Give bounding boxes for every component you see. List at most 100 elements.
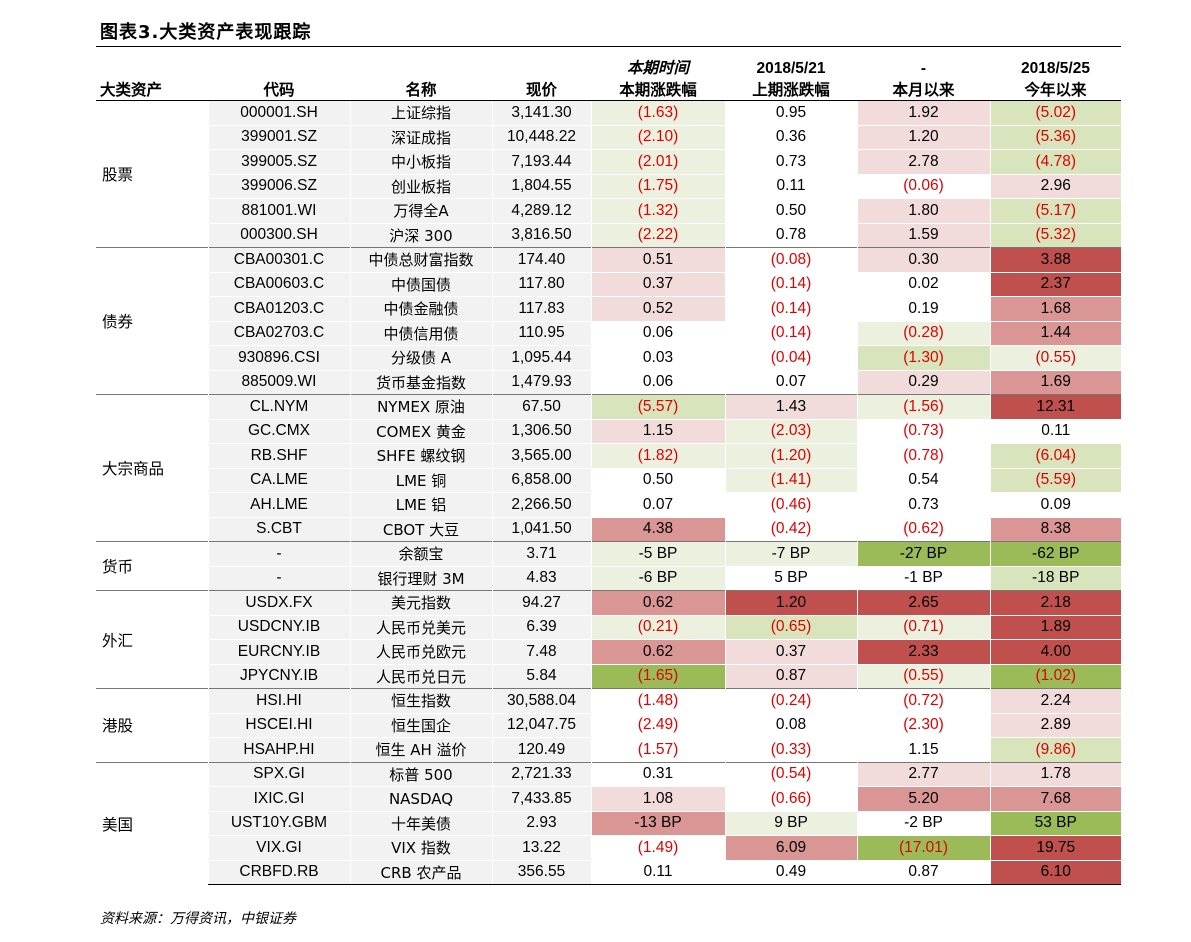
ticker-code: 399005.SZ [207, 149, 350, 174]
period-change-cell: 0.07 [590, 492, 725, 517]
prev-change-cell: 6.09 [724, 835, 857, 860]
ticker-code: JPYCNY.IB [207, 663, 350, 689]
prev-change-cell: (0.14) [724, 320, 857, 346]
table-row: CBA01203.C 中债金融债 117.83 0.52 (0.14) 0.19 1.68 [96, 296, 1121, 321]
ticker-code: - [207, 541, 350, 566]
current-price: 356.55 [491, 859, 591, 885]
ticker-code: 000300.SH [207, 222, 350, 248]
ytd-change-cell: (5.59) [989, 467, 1121, 493]
mtd-change-cell: 1.92 [856, 100, 990, 125]
prev-change-cell: (0.14) [724, 296, 857, 321]
mtd-change-cell: 0.19 [856, 296, 990, 321]
prev-change-cell: (0.33) [724, 737, 857, 762]
table-row: USDCNY.IB 人民币兑美元 6.39 (0.21) (0.65) (0.71) 1.8… [96, 614, 1121, 640]
col-header-period-change: 本期涨跌幅 [591, 78, 725, 101]
mtd-change-cell: (0.73) [856, 418, 990, 444]
prev-change-cell: (0.08) [724, 247, 857, 272]
table-row: AH.LME LME 铝 2,266.50 0.07 (0.46) 0.73 0.09 [96, 492, 1121, 517]
source-note: 资料来源：万得资讯，中银证券 [100, 911, 296, 927]
col-header-code: 代码 [208, 78, 350, 101]
asset-name: 人民币兑欧元 [349, 639, 492, 664]
ytd-change-cell: 12.31 [989, 394, 1121, 419]
mtd-change-cell: 1.80 [856, 198, 990, 223]
period-change-cell: (1.32) [590, 198, 725, 223]
header-row-dates: 本期时间 2018/5/21 - 2018/5/25 [96, 56, 1121, 78]
period-change-cell: 0.11 [590, 859, 725, 885]
header-period-label: 本期时间 [626, 59, 689, 77]
period-change-cell: 0.50 [590, 467, 725, 493]
asset-name: 恒生国企 [349, 712, 492, 738]
table-row: UST10Y.GBM 十年美债 2.93 -13 BP 9 BP -2 BP 53 BP [96, 810, 1121, 836]
current-price: 110.95 [491, 320, 591, 346]
asset-name: NYMEX 原油 [349, 394, 492, 419]
asset-name: 标普 500 [349, 761, 492, 787]
ytd-change-cell: (5.32) [989, 222, 1121, 248]
ytd-change-cell: 1.44 [989, 320, 1121, 346]
prev-change-cell: (0.24) [724, 688, 857, 713]
col-header-ytd: 今年以来 [990, 78, 1121, 101]
current-price: 1,095.44 [491, 345, 591, 370]
asset-name: LME 铝 [349, 492, 492, 517]
current-price: 3,141.30 [491, 100, 591, 125]
period-change-cell: 0.31 [590, 761, 725, 787]
asset-name: 货币基金指数 [349, 369, 492, 395]
period-change-cell: (1.63) [590, 100, 725, 125]
asset-name: COMEX 黄金 [349, 418, 492, 444]
ytd-change-cell: 2.24 [989, 688, 1121, 713]
ticker-code: 000001.SH [207, 100, 350, 125]
mtd-change-cell: 2.77 [856, 761, 990, 787]
period-change-cell: (1.65) [590, 663, 725, 689]
asset-name: 中债金融债 [349, 296, 492, 321]
ticker-code: IXIC.GI [207, 786, 350, 811]
asset-name: 中债总财富指数 [349, 247, 492, 272]
table-row: 大宗商品 CL.NYM NYMEX 原油 67.50 (5.57) 1.43 (1.56) 1… [96, 394, 1121, 542]
mtd-change-cell: 2.78 [856, 149, 990, 174]
current-price: 94.27 [491, 590, 591, 615]
current-price: 3.71 [491, 541, 591, 566]
mtd-change-cell: 0.87 [856, 859, 990, 885]
ticker-code: CBA02703.C [207, 320, 350, 346]
asset-name: CBOT 大豆 [349, 516, 492, 542]
mtd-change-cell: (0.28) [856, 320, 990, 346]
ytd-change-cell: 2.89 [989, 712, 1121, 738]
ytd-change-cell: 1.69 [989, 369, 1121, 395]
header-cell [492, 56, 591, 78]
period-change-cell: 0.06 [590, 369, 725, 395]
asset-name: 创业板指 [349, 173, 492, 199]
col-header-mtd: 本月以来 [857, 78, 990, 101]
period-change-cell: (1.48) [590, 688, 725, 713]
table-row: 399001.SZ 深证成指 10,448.22 (2.10) 0.36 1.20 (5.3… [96, 124, 1121, 150]
table-row: CBA00603.C 中债国债 117.80 0.37 (0.14) 0.02 2.37 [96, 271, 1121, 297]
asset-class-label: 大宗商品 [96, 394, 208, 542]
asset-name: VIX 指数 [349, 835, 492, 860]
ytd-change-cell: 2.18 [989, 590, 1121, 615]
mtd-change-cell: 1.20 [856, 124, 990, 150]
ytd-change-cell: 4.00 [989, 639, 1121, 664]
asset-name: 中小板指 [349, 149, 492, 174]
asset-name: 恒生指数 [349, 688, 492, 713]
current-price: 120.49 [491, 737, 591, 762]
ticker-code: 881001.WI [207, 198, 350, 223]
table-row: HSAHP.HI 恒生 AH 溢价 120.49 (1.57) (0.33) 1.15 (9… [96, 737, 1121, 762]
ytd-change-cell: (5.17) [989, 198, 1121, 223]
ytd-change-cell: 8.38 [989, 516, 1121, 542]
mtd-change-cell: (0.72) [856, 688, 990, 713]
current-price: 1,479.93 [491, 369, 591, 395]
table-row: 399006.SZ 创业板指 1,804.55 (1.75) 0.11 (0.06) 2.9… [96, 173, 1121, 199]
period-change-cell: -5 BP [590, 541, 725, 566]
table-row: 美国 SPX.GI 标普 500 2,721.33 0.31 (0.54) 2.77 1.78 [96, 761, 1121, 885]
prev-change-cell: (0.65) [724, 614, 857, 640]
current-price: 2.93 [491, 810, 591, 836]
prev-change-cell: 1.43 [724, 394, 857, 419]
asset-name: CRB 农产品 [349, 859, 492, 885]
col-header-name: 名称 [350, 78, 492, 101]
period-change-cell: 0.37 [590, 271, 725, 297]
ytd-change-cell: 2.37 [989, 271, 1121, 297]
ytd-change-cell: (5.02) [989, 100, 1121, 125]
ytd-change-cell: 0.09 [989, 492, 1121, 517]
prev-change-cell: 0.95 [724, 100, 857, 125]
asset-name: 人民币兑日元 [349, 663, 492, 689]
ticker-code: VIX.GI [207, 835, 350, 860]
ytd-change-cell: (6.04) [989, 443, 1121, 468]
table-body: 股票 000001.SH 上证综指 3,141.30 (1.63) 0.95 1.92 (5.… [96, 100, 1121, 885]
